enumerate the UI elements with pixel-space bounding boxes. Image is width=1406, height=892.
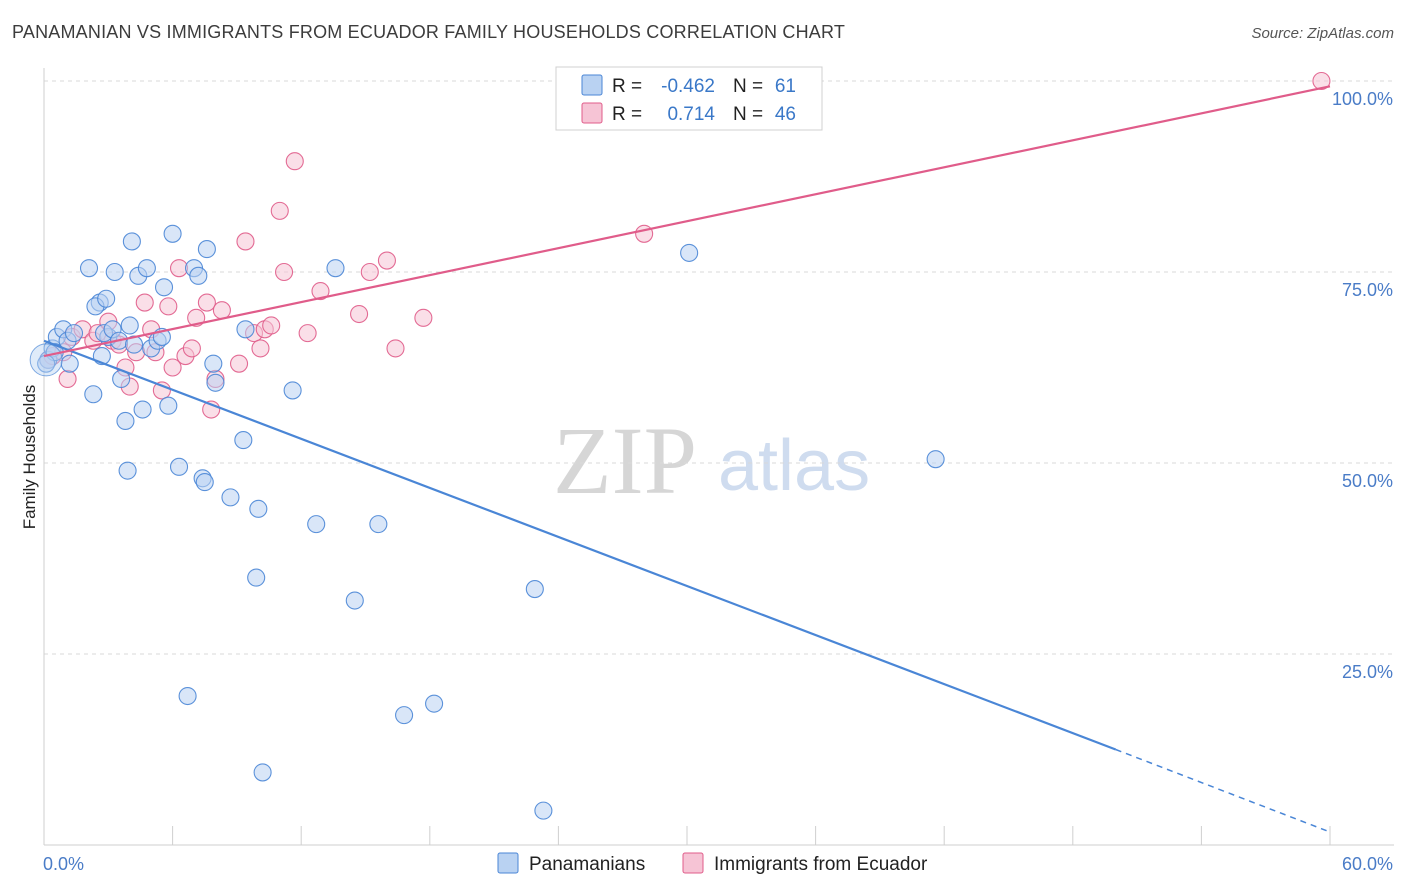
data-point — [236, 320, 255, 339]
data-point — [926, 450, 945, 469]
data-point — [283, 381, 302, 400]
data-point — [58, 369, 77, 389]
data-point — [1312, 71, 1331, 91]
data-point — [178, 686, 197, 706]
data-point — [159, 396, 178, 415]
y-axis-label: Family Households — [20, 385, 39, 530]
data-point — [163, 358, 182, 377]
data-point — [122, 232, 141, 251]
trend-lines — [43, 85, 1331, 833]
data-point — [204, 354, 223, 373]
legend-r-value-blue: -0.462 — [661, 76, 715, 97]
data-point — [350, 304, 369, 324]
series-legend: Panamanians Immigrants from Ecuador — [497, 852, 928, 875]
data-point — [285, 152, 304, 171]
data-point — [206, 373, 225, 392]
watermark-zip: ZIP — [553, 407, 697, 514]
data-point — [182, 339, 201, 358]
data-point — [326, 259, 345, 278]
legend-r-label-pink: R = — [612, 104, 642, 125]
data-point — [377, 251, 396, 270]
data-point — [369, 515, 388, 534]
data-point — [386, 339, 405, 358]
y-tick-label: 25.0% — [1342, 662, 1393, 682]
data-point — [137, 259, 156, 278]
data-point — [414, 308, 433, 327]
chart-source: Source: ZipAtlas.com — [1251, 25, 1394, 42]
data-point — [163, 224, 182, 243]
series-legend-swatch-panamanians — [497, 852, 519, 874]
data-point — [197, 240, 216, 259]
data-point — [189, 266, 208, 285]
data-point — [229, 354, 249, 373]
stats-legend: R = -0.462 N = 61 R = 0.714 N = 46 — [555, 66, 823, 131]
axes — [43, 68, 1394, 846]
data-point — [195, 473, 214, 492]
data-point — [275, 262, 294, 282]
data-point — [311, 282, 330, 301]
data-point — [64, 324, 84, 343]
watermark-atlas: atlas — [718, 426, 870, 506]
data-point — [236, 232, 255, 251]
data-point — [221, 488, 240, 507]
data-point — [97, 289, 116, 308]
data-point — [169, 457, 189, 476]
data-point — [105, 262, 124, 282]
data-point — [345, 591, 364, 610]
data-point — [251, 339, 270, 358]
trend-line-panamanians — [43, 339, 1117, 751]
data-point — [120, 316, 139, 335]
legend-r-value-pink: 0.714 — [667, 104, 715, 125]
data-point — [154, 278, 174, 297]
data-point — [253, 763, 272, 782]
data-point — [270, 201, 289, 220]
x-tick-label-min: 0.0% — [43, 854, 84, 874]
data-point — [169, 259, 189, 278]
data-point — [680, 243, 699, 262]
data-point — [298, 324, 317, 343]
trend-line-ecuador — [43, 85, 1331, 358]
y-tick-label: 75.0% — [1342, 280, 1393, 300]
data-point-cluster — [29, 343, 63, 377]
series-legend-label-panamanians: Panamanians — [529, 854, 645, 875]
data-point — [159, 297, 178, 316]
legend-n-value-pink: 46 — [775, 104, 796, 125]
data-point — [133, 400, 152, 419]
legend-n-label-blue: N = — [733, 76, 763, 97]
data-point — [307, 515, 326, 534]
data-point — [525, 580, 544, 599]
data-point — [234, 431, 253, 450]
data-point — [360, 262, 379, 282]
data-point — [212, 301, 231, 320]
legend-r-label-blue: R = — [612, 76, 642, 97]
y-tick-labels: 25.0% 50.0% 75.0% 100.0% — [1332, 89, 1393, 682]
legend-n-value-blue: 61 — [775, 76, 796, 97]
data-point — [84, 385, 103, 404]
data-point — [60, 354, 79, 373]
data-point — [135, 293, 154, 312]
y-tick-label: 100.0% — [1332, 89, 1393, 109]
data-point — [187, 308, 206, 327]
series-panamanians-points — [29, 224, 945, 820]
data-point — [79, 259, 99, 278]
data-point — [197, 293, 216, 312]
data-point — [534, 801, 553, 820]
legend-n-label-pink: N = — [733, 104, 763, 125]
chart-title: PANAMANIAN VS IMMIGRANTS FROM ECUADOR FA… — [12, 22, 845, 42]
y-tick-label: 50.0% — [1342, 471, 1393, 491]
series-legend-swatch-ecuador — [682, 852, 704, 874]
legend-swatch-blue — [581, 74, 603, 96]
data-point — [247, 568, 266, 587]
trend-line-panamanians-extrapolated — [1115, 748, 1331, 833]
data-point — [249, 499, 268, 518]
x-tick-label-max: 60.0% — [1342, 854, 1393, 874]
data-point — [118, 461, 137, 480]
series-legend-label-ecuador: Immigrants from Ecuador — [714, 854, 928, 875]
data-point — [116, 411, 135, 431]
data-point — [262, 316, 281, 335]
legend-swatch-pink — [581, 102, 603, 124]
data-point — [425, 694, 444, 713]
data-point — [395, 706, 414, 725]
